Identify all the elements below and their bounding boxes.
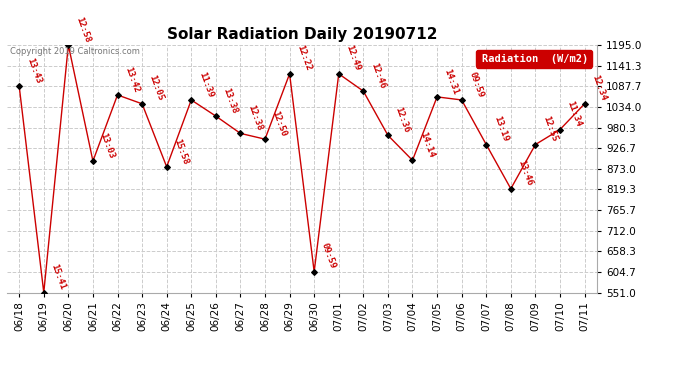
- Point: [530, 141, 541, 147]
- Text: 15:58: 15:58: [172, 137, 190, 165]
- Text: 12:36: 12:36: [393, 106, 411, 134]
- Text: 09:59: 09:59: [319, 242, 337, 270]
- Point: [308, 269, 319, 275]
- Point: [112, 92, 123, 98]
- Text: 13:46: 13:46: [516, 159, 534, 188]
- Text: 12:50: 12:50: [270, 110, 288, 138]
- Point: [14, 83, 25, 89]
- Point: [259, 136, 270, 142]
- Point: [579, 101, 590, 107]
- Text: 12:38: 12:38: [246, 104, 264, 132]
- Text: 14:14: 14:14: [418, 130, 435, 159]
- Point: [555, 126, 566, 132]
- Text: 13:03: 13:03: [99, 131, 116, 160]
- Text: 12:55: 12:55: [541, 115, 559, 143]
- Text: 15:41: 15:41: [49, 263, 67, 291]
- Text: 14:31: 14:31: [442, 67, 460, 96]
- Text: 12:49: 12:49: [344, 44, 362, 72]
- Point: [284, 71, 295, 77]
- Text: 12:34: 12:34: [590, 74, 608, 102]
- Text: 13:42: 13:42: [123, 65, 141, 94]
- Point: [505, 186, 516, 192]
- Legend: Radiation  (W/m2): Radiation (W/m2): [476, 50, 591, 68]
- Text: 13:38: 13:38: [221, 86, 239, 115]
- Point: [382, 132, 393, 138]
- Point: [210, 113, 221, 119]
- Text: 11:34: 11:34: [566, 100, 583, 128]
- Point: [88, 158, 99, 164]
- Title: Solar Radiation Daily 20190712: Solar Radiation Daily 20190712: [166, 27, 437, 42]
- Text: 12:22: 12:22: [295, 44, 313, 72]
- Point: [431, 94, 442, 100]
- Text: 12:58: 12:58: [74, 15, 92, 44]
- Point: [161, 164, 172, 170]
- Point: [38, 290, 49, 296]
- Point: [358, 88, 369, 94]
- Point: [137, 101, 148, 107]
- Point: [456, 97, 467, 103]
- Text: 13:19: 13:19: [492, 115, 509, 143]
- Text: 12:46: 12:46: [369, 62, 386, 90]
- Text: Copyright 2019 Caltronics.com: Copyright 2019 Caltronics.com: [10, 48, 139, 57]
- Text: 11:39: 11:39: [197, 70, 215, 99]
- Point: [186, 97, 197, 103]
- Point: [333, 71, 344, 77]
- Text: 12:05: 12:05: [148, 74, 166, 102]
- Point: [63, 42, 74, 48]
- Point: [235, 130, 246, 136]
- Point: [481, 141, 492, 147]
- Text: 09:59: 09:59: [467, 70, 485, 99]
- Point: [407, 157, 418, 163]
- Text: 13:43: 13:43: [25, 57, 42, 85]
